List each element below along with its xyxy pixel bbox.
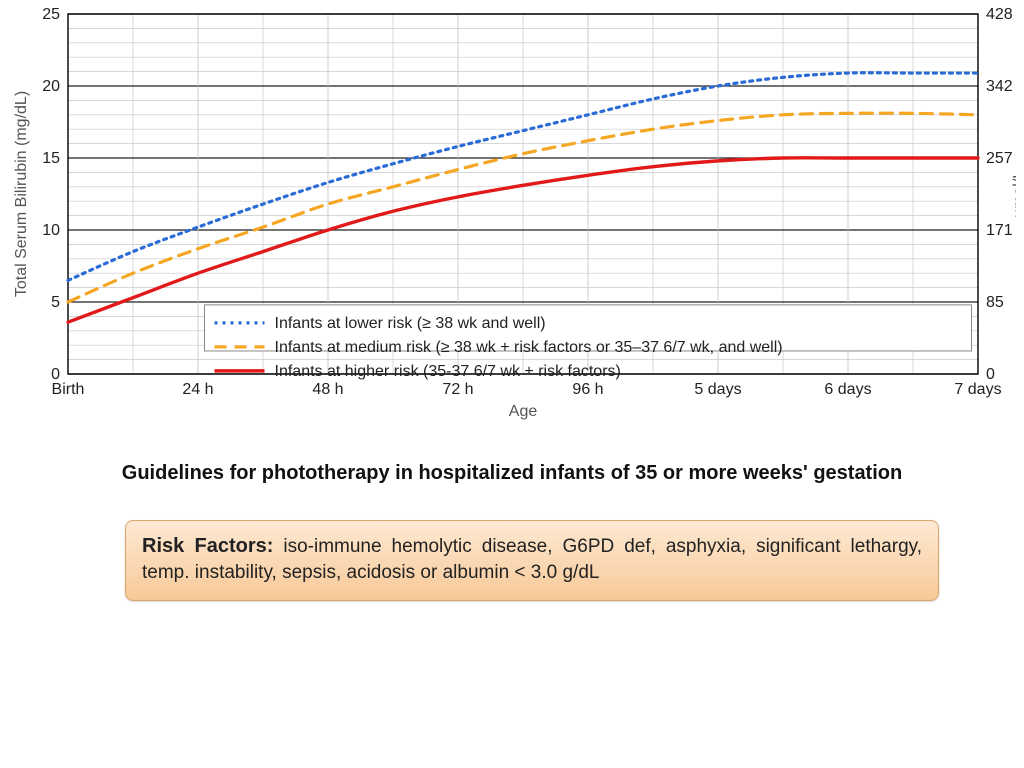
svg-text:Infants at lower risk (≥ 38 wk: Infants at lower risk (≥ 38 wk and well) — [275, 315, 546, 332]
svg-text:5 days: 5 days — [694, 381, 741, 398]
svg-text:15: 15 — [42, 150, 60, 167]
svg-text:96 h: 96 h — [572, 381, 603, 398]
chart-container: 0510152025085171257342428Birth24 h48 h72… — [8, 4, 1016, 424]
svg-text:85: 85 — [986, 294, 1004, 311]
risk-factors-box: Risk Factors: iso-immune hemolytic disea… — [125, 520, 939, 601]
svg-text:25: 25 — [42, 6, 60, 23]
svg-text:342: 342 — [986, 78, 1013, 95]
svg-text:48 h: 48 h — [312, 381, 343, 398]
svg-text:7 days: 7 days — [954, 381, 1001, 398]
svg-text:72 h: 72 h — [442, 381, 473, 398]
svg-text:μmol/L: μmol/L — [1011, 170, 1016, 218]
svg-text:Infants at medium risk (≥ 38 w: Infants at medium risk (≥ 38 wk + risk f… — [275, 339, 783, 356]
chart-svg: 0510152025085171257342428Birth24 h48 h72… — [8, 4, 1016, 424]
svg-text:257: 257 — [986, 150, 1013, 167]
svg-text:20: 20 — [42, 78, 60, 95]
svg-text:428: 428 — [986, 6, 1013, 23]
svg-text:171: 171 — [986, 222, 1013, 239]
svg-text:10: 10 — [42, 222, 60, 239]
svg-text:Infants at higher risk (35-37: Infants at higher risk (35-37 6/7 wk + r… — [275, 363, 621, 380]
svg-text:Age: Age — [509, 403, 538, 420]
risk-title: Risk Factors: — [142, 535, 273, 557]
svg-text:24 h: 24 h — [182, 381, 213, 398]
svg-text:5: 5 — [51, 294, 60, 311]
svg-text:Birth: Birth — [52, 381, 85, 398]
svg-text:Total Serum Bilirubin (mg/dL): Total Serum Bilirubin (mg/dL) — [13, 91, 30, 297]
svg-text:6 days: 6 days — [824, 381, 871, 398]
chart-caption: Guidelines for phototherapy in hospitali… — [0, 462, 1024, 485]
